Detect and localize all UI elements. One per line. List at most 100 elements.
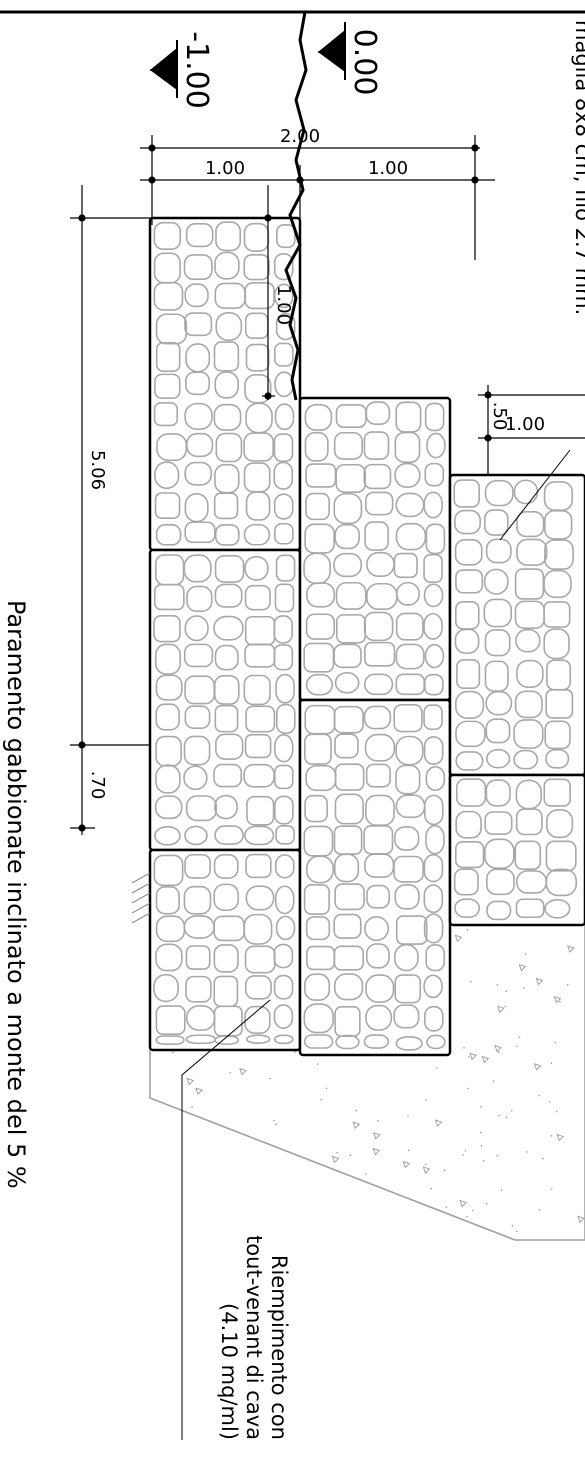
gabion-stone (213, 854, 239, 879)
backfill-dot (425, 1099, 427, 1101)
gabion-stone (213, 492, 239, 520)
gabion-stone (395, 735, 424, 766)
gabion-stone (484, 811, 513, 835)
gabion-stone (394, 943, 419, 972)
gabion-stone (244, 733, 272, 759)
gabion-stone (214, 524, 240, 546)
gabion-stone (395, 915, 428, 945)
gabion-stone (425, 523, 446, 555)
gabion-box (298, 698, 452, 1057)
gabion-stone (333, 493, 363, 525)
backfill-dot (524, 953, 527, 955)
gabion-stone (333, 913, 362, 939)
gabion-stone (244, 1005, 271, 1035)
backfill-dot (522, 987, 525, 989)
backfill-dot (554, 1041, 557, 1044)
backfill-dot (505, 1116, 508, 1119)
backfill-dot (463, 1047, 465, 1049)
gabion-stone (153, 583, 185, 611)
backfill-grain (459, 1199, 467, 1208)
gabion-stone (273, 974, 294, 1000)
gabion-stone (185, 371, 210, 396)
gabion-stone (275, 824, 295, 845)
gabion-stone (364, 916, 390, 942)
backfill-dot (424, 1163, 427, 1166)
gabion-cage-outline (448, 773, 585, 927)
note-fill-line-2: tout-venant di cava (242, 1235, 266, 1440)
gabion-stone (184, 312, 213, 337)
backfill-dot (492, 1080, 495, 1082)
gabion-stone (516, 659, 544, 688)
gabion-stone (333, 552, 363, 578)
gabion-stone (306, 582, 336, 608)
gabion-stone (155, 886, 180, 915)
gabion-stone (363, 705, 392, 730)
backfill-grain (373, 1132, 381, 1140)
gabion-stone (454, 509, 481, 535)
level-marker-base (150, 40, 178, 98)
gabion-stone (486, 900, 512, 921)
backfill-dot (496, 1154, 499, 1157)
gabion-stone (394, 974, 422, 1004)
backfill-dot (526, 1151, 528, 1153)
gabion-stone (333, 973, 364, 1001)
gabion-stone (335, 581, 367, 610)
gabion-stone (274, 795, 294, 825)
gabion-stone (484, 479, 514, 507)
gabion-stone (485, 779, 511, 807)
gabion-stone (364, 641, 396, 667)
backfill-dot (407, 1115, 409, 1117)
backfill-dot (538, 1094, 540, 1097)
gabion-stone (396, 581, 420, 606)
backfill-dot (505, 990, 507, 993)
gabion-stone (305, 492, 330, 521)
gabion-stone (213, 944, 239, 973)
gabion-stone (154, 373, 181, 400)
gabion-stone (515, 808, 543, 836)
gabion-stone (395, 643, 425, 670)
gabion-stone (243, 253, 270, 281)
gabion-stone (304, 404, 333, 431)
gabion-stone (155, 1005, 186, 1035)
backfill-grain (454, 934, 463, 943)
backfill-dot (191, 1106, 193, 1108)
gabion-stone (515, 628, 541, 653)
gabion-stone (155, 313, 188, 345)
gabion-stone (455, 569, 484, 594)
gabion-stone (363, 611, 394, 642)
dim-width-left: 1.00 (205, 158, 245, 179)
gabion-box (148, 848, 302, 1052)
gabion-stone (244, 975, 272, 1000)
backfill-dot (479, 1131, 482, 1134)
dim-height-total: 5.06 (87, 450, 108, 490)
gabion-stone (244, 584, 271, 611)
gabion-stone (334, 763, 365, 791)
gabion-stone (423, 612, 443, 640)
gabion-stone (424, 462, 445, 487)
gabion-stone (153, 221, 182, 251)
gabion-stone (183, 554, 212, 583)
gabion-stone (185, 975, 212, 1003)
gabion-stone (275, 673, 295, 704)
gabion-stone (543, 628, 570, 660)
backfill-dot (555, 1110, 558, 1113)
gabion-stone (455, 720, 486, 748)
gabion-stone (215, 733, 244, 760)
gabion-stone (185, 945, 211, 970)
gabion-stone (183, 735, 211, 766)
gabion-stone (516, 538, 548, 566)
gabion-stone (365, 401, 391, 425)
gabion-stone (513, 719, 544, 749)
gabion-stone (423, 736, 444, 765)
gabion-stone (215, 312, 243, 342)
backfill-grain (481, 1055, 490, 1064)
gabion-stone (424, 673, 444, 696)
gabion-box (148, 548, 302, 852)
gabion-stone (393, 1004, 420, 1029)
backfill-dot (516, 1045, 518, 1048)
gabion-stone (453, 868, 479, 896)
gabion-stone (153, 973, 179, 1003)
gabion-stone (244, 825, 275, 846)
leader-line-mesh (499, 449, 571, 541)
gabion-stone (394, 462, 421, 488)
